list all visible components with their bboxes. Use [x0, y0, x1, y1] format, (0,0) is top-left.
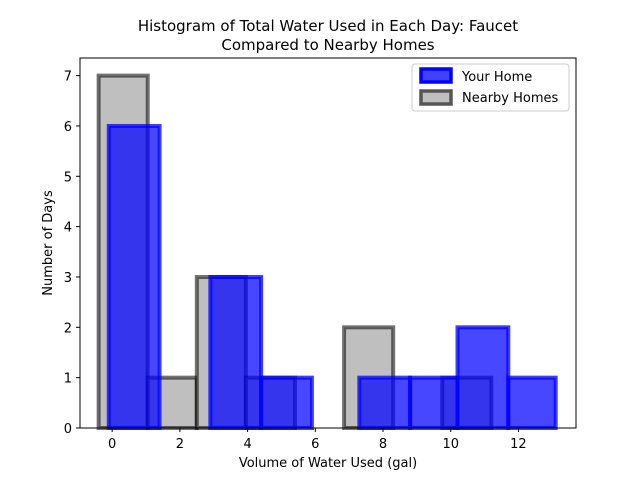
x-tick-label-5: 10 [442, 437, 459, 452]
legend-swatch-your-home [419, 67, 453, 84]
legend-swatch-nearby-homes [419, 89, 453, 106]
bar-your-home-6 [408, 375, 460, 430]
x-tick-label-6: 12 [510, 437, 527, 452]
chart-title-line-1: Histogram of Total Water Used in Each Da… [138, 17, 518, 35]
chart-title: Histogram of Total Water Used in Each Da… [138, 17, 518, 54]
y-tick-label-6: 6 [64, 120, 72, 135]
y-tick-label-7: 7 [64, 70, 72, 85]
y-axis-ticks: 0 1 2 3 4 5 6 7 [64, 70, 80, 437]
legend-label-nearby-homes: Nearby Homes [462, 91, 559, 106]
plot-frame [79, 57, 577, 429]
x-tick-label-1: 2 [176, 437, 184, 452]
y-tick-label-0: 0 [64, 422, 72, 437]
x-tick-label-2: 4 [243, 437, 251, 452]
legend: Your Home Nearby Homes [411, 63, 570, 112]
y-axis-label: Number of Days [41, 190, 56, 296]
x-tick-label-4: 8 [379, 437, 387, 452]
chart-title-line-2: Compared to Nearby Homes [221, 36, 434, 54]
x-axis-label: Volume of Water Used (gal) [239, 456, 417, 471]
x-tick-label-3: 6 [311, 437, 319, 452]
y-tick-label-4: 4 [64, 221, 72, 236]
bar-your-home-8 [506, 375, 558, 430]
bar-your-home-2 [208, 274, 264, 430]
y-tick-label-1: 1 [64, 372, 72, 387]
y-tick-label-5: 5 [64, 170, 72, 185]
legend-label-your-home: Your Home [461, 70, 532, 85]
bar-your-home-0 [106, 123, 162, 430]
y-tick-label-3: 3 [64, 271, 72, 286]
x-tick-label-0: 0 [108, 437, 116, 452]
bar-your-home-7 [455, 325, 511, 431]
bar-your-home-5 [357, 375, 413, 430]
x-axis-ticks: 0 2 4 6 8 10 12 [108, 428, 527, 452]
bar-your-home-3 [259, 375, 314, 430]
y-tick-label-2: 2 [64, 321, 72, 336]
